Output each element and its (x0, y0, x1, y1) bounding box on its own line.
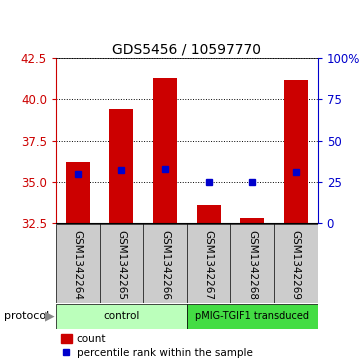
Bar (197, 205, 221, 223)
Text: GSM1342264: GSM1342264 (73, 230, 83, 300)
Bar (66, 162, 90, 223)
Bar (187, 304, 318, 329)
Text: control: control (103, 311, 140, 321)
Legend: count, percentile rank within the sample: count, percentile rank within the sample (61, 334, 253, 358)
Text: GSM1342269: GSM1342269 (291, 230, 301, 300)
Bar (240, 218, 264, 223)
Title: GDS5456 / 10597770: GDS5456 / 10597770 (112, 43, 261, 57)
Text: GSM1342267: GSM1342267 (204, 230, 214, 300)
Text: protocol: protocol (4, 311, 49, 321)
Text: pMIG-TGIF1 transduced: pMIG-TGIF1 transduced (195, 311, 309, 321)
Text: GSM1342266: GSM1342266 (160, 230, 170, 300)
Text: ▶: ▶ (45, 310, 55, 323)
Text: GSM1342265: GSM1342265 (116, 230, 126, 300)
Text: GSM1342268: GSM1342268 (247, 230, 257, 300)
Bar (153, 78, 177, 223)
Bar (109, 109, 133, 223)
Bar (56, 304, 187, 329)
Bar (284, 79, 308, 223)
